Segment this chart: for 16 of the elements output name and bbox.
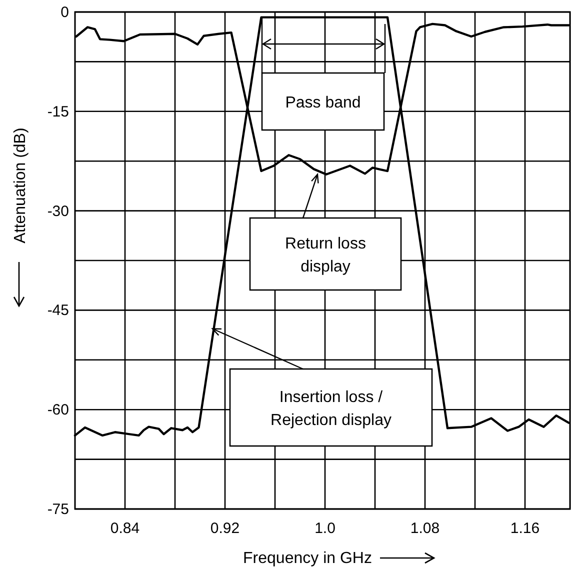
x-tick-label: 1.16	[510, 520, 540, 537]
x-tick-label: 1.08	[410, 520, 440, 537]
y-tick-label: -75	[47, 501, 69, 518]
x-axis-title: Frequency in GHz	[243, 550, 372, 567]
y-tick-label: 0	[60, 4, 69, 21]
y-tick-label: -45	[47, 302, 69, 320]
annotation: Insertion loss / Rejection display	[270, 389, 392, 429]
y-tick-label: -60	[47, 402, 69, 419]
y-tick-label: -15	[47, 103, 69, 120]
x-tick-label: 0.92	[210, 520, 240, 537]
x-tick-label: 0.84	[110, 520, 140, 537]
y-axis-title: Attenuation (dB)	[12, 128, 29, 244]
y-tick-label: -30	[47, 202, 69, 220]
annotation: Pass band	[285, 94, 361, 112]
annotation: Return loss display	[285, 236, 366, 276]
x-tick-label: 1.0	[314, 520, 336, 537]
